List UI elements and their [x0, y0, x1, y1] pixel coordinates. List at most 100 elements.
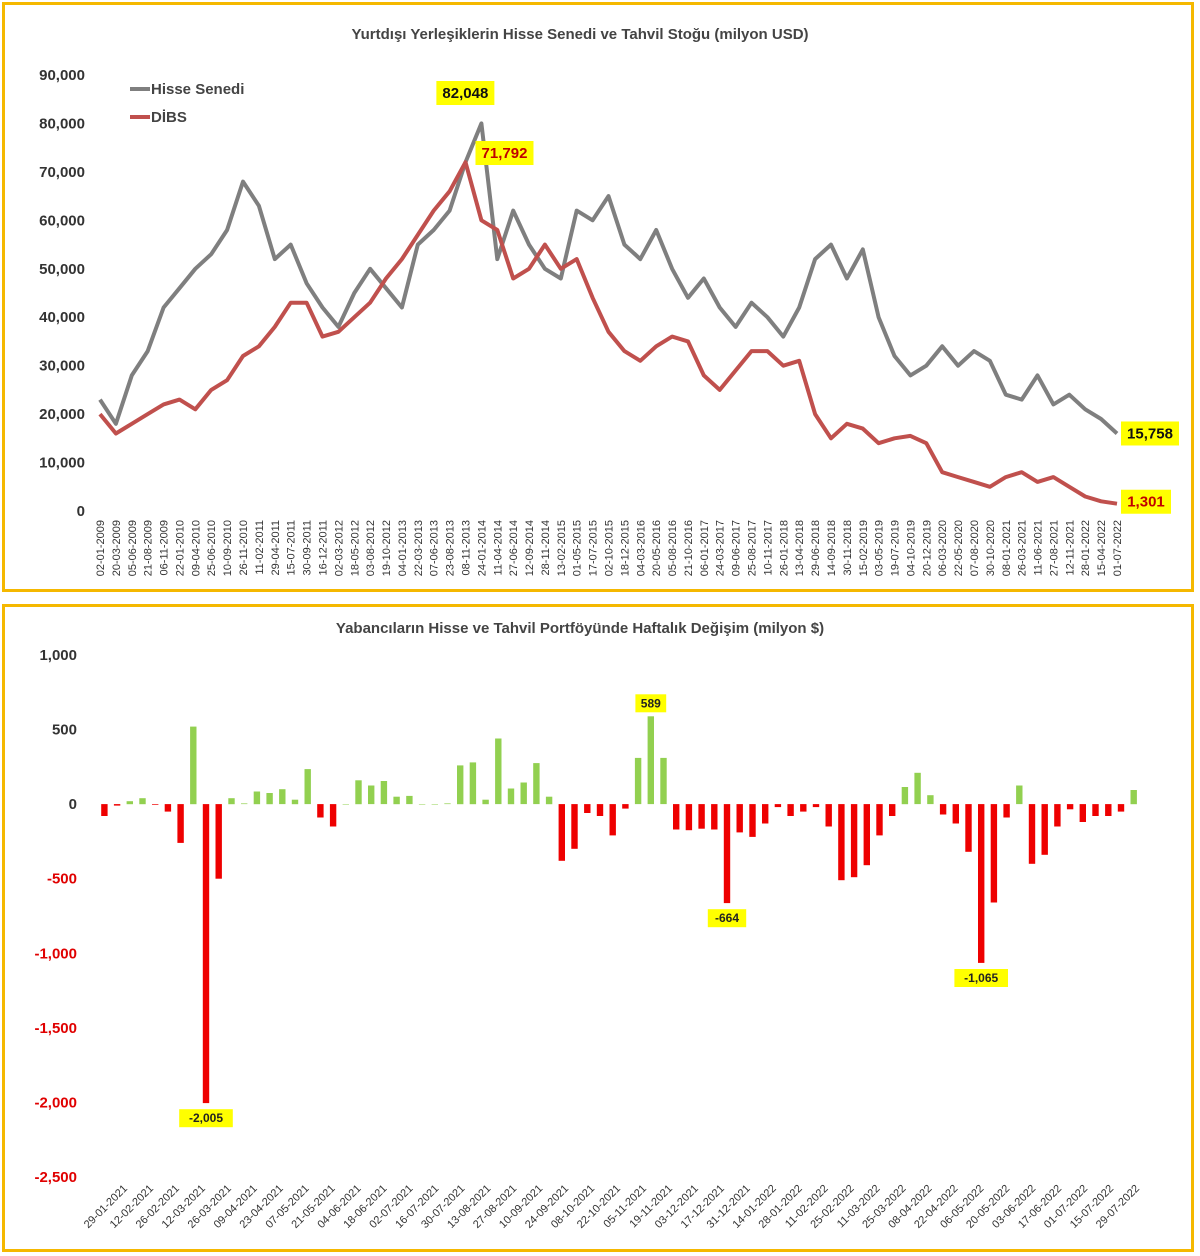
- x-tick-label: 09-04-2010: [190, 520, 202, 576]
- x-tick-label: 27-08-2021: [1048, 520, 1060, 576]
- bar: [990, 804, 998, 903]
- x-tick-label: 10-11-2017: [762, 520, 774, 575]
- x-tick-label: 07-06-2013: [429, 520, 441, 576]
- callout-box: [436, 81, 495, 105]
- x-tick-label: 02-10-2015: [604, 520, 616, 576]
- series-line-dibs: [98, 160, 1118, 506]
- bar: [533, 763, 540, 805]
- y-tick-label: -2,500: [34, 1169, 77, 1186]
- legend-label-dibs: DİBS: [151, 109, 187, 126]
- bar: [711, 804, 718, 830]
- x-tick-label: 04-03-2016: [635, 520, 647, 576]
- x-tick-label: 01-07-2022: [1112, 520, 1124, 576]
- callout-label: -1,065: [964, 971, 998, 985]
- bar: [1041, 804, 1048, 855]
- bar: [418, 804, 426, 805]
- y-tick-label: -1,000: [34, 945, 77, 962]
- x-tick-label: 18-12-2015: [619, 520, 631, 576]
- y-tick-label: 50,000: [39, 261, 85, 278]
- bar: [482, 799, 489, 805]
- callout-label: 15,758: [1127, 425, 1173, 442]
- x-tick-label: 16-12-2011: [317, 520, 329, 575]
- x-tick-label: 25-06-2010: [206, 520, 218, 576]
- bar: [1117, 804, 1125, 812]
- x-tick-label: 18-05-2012: [349, 520, 361, 576]
- bar: [736, 804, 743, 833]
- bar: [164, 804, 172, 812]
- bar: [685, 804, 693, 831]
- callout-box: [635, 694, 667, 713]
- bar: [952, 804, 959, 824]
- bar: [393, 796, 400, 805]
- y-tick-label: 90,000: [39, 67, 85, 84]
- bar: [101, 804, 108, 816]
- chart-title: Yabancıların Hisse ve Tahvil Portföyünde…: [336, 620, 824, 637]
- bar: [1028, 804, 1036, 864]
- x-tick-label: 11-06-2021: [1033, 520, 1045, 575]
- bar: [558, 804, 565, 861]
- bar-callout: -1,065: [954, 969, 1008, 987]
- x-tick-label: 28-01-2022: [1080, 520, 1092, 576]
- bar: [495, 738, 502, 805]
- y-tick-label: 1,000: [39, 647, 77, 664]
- bar: [457, 765, 464, 805]
- bar-callout: -2,005: [179, 1109, 233, 1128]
- y-tick-label: 10,000: [39, 455, 85, 472]
- bar: [368, 785, 375, 805]
- x-tick-label: 23-08-2013: [445, 520, 457, 576]
- x-tick-label: 06-01-2017: [699, 520, 711, 576]
- callout-label: 1,301: [1127, 494, 1165, 511]
- x-tick-label: 09-06-2017: [731, 520, 743, 576]
- x-tick-label: 30-09-2011: [302, 520, 314, 575]
- x-tick-label: 14-09-2018: [826, 520, 838, 576]
- legend-label-hisse: Hisse Senedi: [151, 81, 244, 98]
- bar: [228, 798, 235, 805]
- x-tick-label: 11-02-2011: [254, 520, 266, 575]
- x-tick-label: 26-01-2018: [778, 520, 790, 576]
- bar: [139, 798, 146, 805]
- peak-callout-hisse: 82,048: [436, 81, 495, 105]
- callout-box: [475, 141, 534, 165]
- stock-chart-panel: Yurtdışı Yerleşiklerin Hisse Senedi ve T…: [2, 2, 1194, 592]
- callout-label: -2,005: [189, 1111, 223, 1125]
- callout-label: 82,048: [442, 85, 488, 102]
- callout-box: [1121, 489, 1171, 514]
- bar: [126, 801, 133, 805]
- bar: [850, 804, 858, 878]
- x-tick-label: 05-06-2009: [127, 520, 139, 576]
- x-tick-label: 15-04-2022: [1096, 520, 1108, 576]
- y-tick-label: 40,000: [39, 309, 85, 326]
- x-tick-label: 29-04-2011: [270, 520, 282, 575]
- bar: [469, 762, 477, 805]
- x-tick-label: 10-09-2010: [222, 520, 234, 576]
- bar: [1066, 804, 1074, 810]
- x-tick-label: 20-05-2016: [651, 520, 663, 576]
- bar: [939, 804, 947, 815]
- bar: [634, 757, 642, 805]
- x-tick-label: 21-10-2016: [683, 520, 695, 576]
- bar: [1105, 804, 1112, 816]
- bar: [749, 804, 756, 837]
- x-tick-label: 25-08-2017: [747, 520, 759, 576]
- x-tick-label: 06-11-2009: [159, 520, 171, 575]
- peak-callout-dibs: 71,792: [475, 141, 534, 165]
- bar: [889, 804, 896, 816]
- bar: [762, 804, 769, 824]
- x-tick-label: 12-09-2014: [524, 520, 536, 576]
- x-tick-label: 22-01-2010: [174, 520, 186, 576]
- x-tick-label: 29-06-2018: [810, 520, 822, 576]
- y-tick-label: -2,000: [34, 1094, 77, 1111]
- x-tick-label: 19-10-2012: [381, 520, 393, 576]
- x-tick-label: 03-08-2012: [365, 520, 377, 576]
- callout-box: [1121, 421, 1179, 446]
- callout-box: [707, 909, 747, 928]
- legend: Hisse Senedi DİBS: [130, 81, 244, 126]
- y-tick-label: -1,500: [34, 1020, 77, 1037]
- x-tick-label: 12-11-2021: [1064, 520, 1076, 575]
- bar: [863, 804, 870, 866]
- y-tick-label: 80,000: [39, 115, 85, 132]
- bar: [901, 787, 909, 805]
- bar: [660, 757, 667, 805]
- callout-box: [179, 1109, 233, 1128]
- x-tick-label: 20-12-2019: [921, 520, 933, 576]
